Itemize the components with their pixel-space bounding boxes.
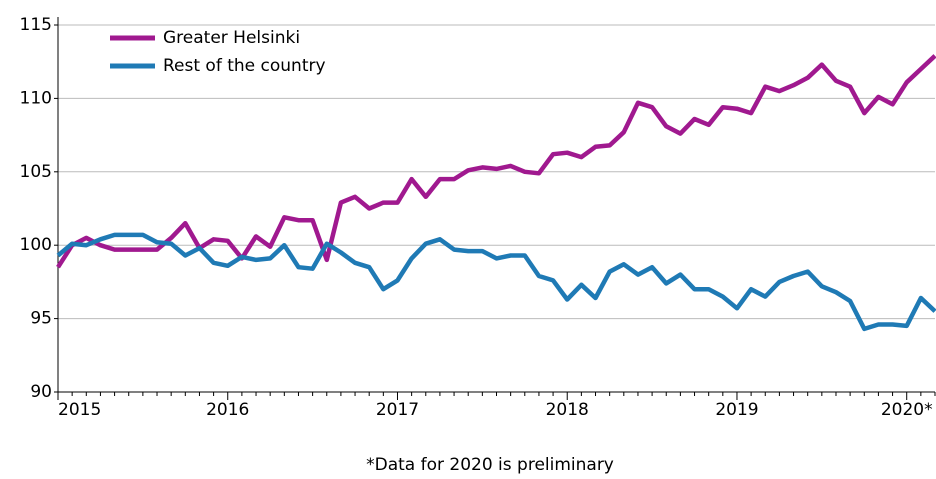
y-tick-label: 100 xyxy=(20,235,52,255)
y-tick-label: 90 xyxy=(30,382,52,402)
legend-label: Greater Helsinki xyxy=(163,28,300,48)
y-tick-label: 105 xyxy=(20,162,52,182)
y-tick-label: 115 xyxy=(20,15,52,35)
x-tick-label: 2016 xyxy=(206,400,249,420)
series-line xyxy=(56,232,936,332)
x-tick-label: 2015 xyxy=(58,400,101,420)
footnote: *Data for 2020 is preliminary xyxy=(366,455,614,475)
y-tick-label: 110 xyxy=(20,88,52,108)
legend-label: Rest of the country xyxy=(163,56,326,76)
x-tick-label: 2019 xyxy=(715,400,758,420)
x-tick-label: 2020* xyxy=(881,400,933,420)
x-tick-label: 2018 xyxy=(546,400,589,420)
x-tick-label: 2017 xyxy=(376,400,419,420)
y-tick-label: 95 xyxy=(30,309,52,329)
series-line xyxy=(56,54,936,269)
